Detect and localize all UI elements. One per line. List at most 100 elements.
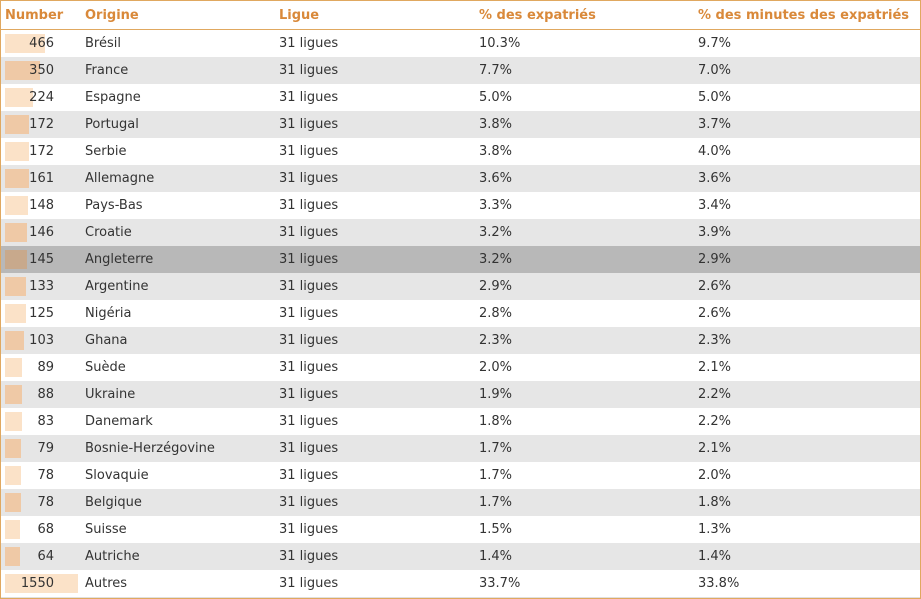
number-value: 89 [37,360,54,375]
pct-expats-cell: 3.6% [479,171,513,186]
origin-cell: Ghana [85,333,128,348]
league-cell: 31 ligues [279,441,339,456]
table-row[interactable]: 145 Angleterre 31 ligues 3.2% 2.9% [1,246,920,273]
number-cell: 224 [1,84,79,111]
pct-expats-cell: 3.3% [479,198,513,213]
header-pct-minutes[interactable]: % des minutes des expatriés [698,7,910,23]
number-value: 224 [29,90,54,105]
table-row[interactable]: 133 Argentine 31 ligues 2.9% 2.6% [1,273,920,300]
origin-cell: Serbie [85,144,127,159]
pct-minutes-cell: 2.1% [698,360,732,375]
pct-minutes-cell: 3.7% [698,117,732,132]
header-league[interactable]: Ligue [279,7,320,23]
number-value: 133 [29,279,54,294]
number-value: 68 [37,522,54,537]
number-value: 125 [29,306,54,321]
table-row[interactable]: 89 Suède 31 ligues 2.0% 2.1% [1,354,920,381]
number-bar [5,520,20,539]
number-bar [5,61,40,80]
pct-minutes-cell: 7.0% [698,63,732,78]
table-row[interactable]: 78 Slovaquie 31 ligues 1.7% 2.0% [1,462,920,489]
number-value: 1550 [20,576,54,591]
origin-cell: France [85,63,129,78]
number-value: 146 [29,225,54,240]
number-cell: 148 [1,192,79,219]
number-cell: 68 [1,516,79,543]
number-cell: 1550 [1,570,79,597]
origin-cell: Angleterre [85,252,154,267]
table-row[interactable]: 146 Croatie 31 ligues 3.2% 3.9% [1,219,920,246]
table-row[interactable]: 83 Danemark 31 ligues 1.8% 2.2% [1,408,920,435]
pct-minutes-cell: 2.1% [698,441,732,456]
origin-cell: Slovaquie [85,468,149,483]
table-row[interactable]: 103 Ghana 31 ligues 2.3% 2.3% [1,327,920,354]
number-cell: 89 [1,354,79,381]
table-row[interactable]: 148 Pays-Bas 31 ligues 3.3% 3.4% [1,192,920,219]
origin-cell: Suisse [85,522,127,537]
number-value: 145 [29,252,54,267]
pct-expats-cell: 1.8% [479,414,513,429]
table-row[interactable]: 78 Belgique 31 ligues 1.7% 1.8% [1,489,920,516]
number-value: 88 [37,387,54,402]
number-value: 350 [29,63,54,78]
table-row[interactable]: 224 Espagne 31 ligues 5.0% 5.0% [1,84,920,111]
pct-expats-cell: 3.2% [479,252,513,267]
table-row[interactable]: 88 Ukraine 31 ligues 1.9% 2.2% [1,381,920,408]
header-number[interactable]: Number [5,7,64,23]
table-body: 466 Brésil 31 ligues 10.3% 9.7% 350 France 31 l… [1,30,920,598]
origin-cell: Portugal [85,117,139,132]
league-cell: 31 ligues [279,171,339,186]
pct-expats-cell: 1.4% [479,549,513,564]
origin-cell: Suède [85,360,126,375]
league-cell: 31 ligues [279,36,339,51]
origin-cell: Danemark [85,414,153,429]
table-header: Number Origine Ligue % des expatriés % d… [1,1,920,30]
number-bar [5,277,26,296]
pct-minutes-cell: 1.4% [698,549,732,564]
league-cell: 31 ligues [279,225,339,240]
number-value: 64 [37,549,54,564]
origin-cell: Autres [85,576,128,591]
number-bar [5,439,21,458]
number-bar [5,169,29,188]
league-cell: 31 ligues [279,576,339,591]
pct-minutes-cell: 3.4% [698,198,732,213]
number-bar [5,466,21,485]
league-cell: 31 ligues [279,252,339,267]
number-cell: 146 [1,219,79,246]
pct-minutes-cell: 3.6% [698,171,732,186]
number-cell: 103 [1,327,79,354]
number-value: 172 [29,117,54,132]
number-cell: 350 [1,57,79,84]
league-cell: 31 ligues [279,387,339,402]
league-cell: 31 ligues [279,414,339,429]
number-bar [5,331,24,350]
origin-cell: Pays-Bas [85,198,143,213]
table-row[interactable]: 350 France 31 ligues 7.7% 7.0% [1,57,920,84]
number-cell: 172 [1,138,79,165]
number-value: 161 [29,171,54,186]
table-row[interactable]: 172 Portugal 31 ligues 3.8% 3.7% [1,111,920,138]
pct-minutes-cell: 4.0% [698,144,732,159]
table-row[interactable]: 161 Allemagne 31 ligues 3.6% 3.6% [1,165,920,192]
table-row[interactable]: 79 Bosnie-Herzégovine 31 ligues 1.7% 2.1% [1,435,920,462]
pct-expats-cell: 2.8% [479,306,513,321]
table-row[interactable]: 172 Serbie 31 ligues 3.8% 4.0% [1,138,920,165]
table-row[interactable]: 64 Autriche 31 ligues 1.4% 1.4% [1,543,920,570]
table-row[interactable]: 466 Brésil 31 ligues 10.3% 9.7% [1,30,920,57]
table-row[interactable]: 1550 Autres 31 ligues 33.7% 33.8% [1,570,920,598]
league-cell: 31 ligues [279,90,339,105]
header-pct-expats[interactable]: % des expatriés [479,7,596,23]
table-row[interactable]: 125 Nigéria 31 ligues 2.8% 2.6% [1,300,920,327]
pct-expats-cell: 33.7% [479,576,521,591]
header-origin[interactable]: Origine [85,7,139,23]
pct-expats-cell: 1.7% [479,441,513,456]
table-row[interactable]: 68 Suisse 31 ligues 1.5% 1.3% [1,516,920,543]
number-bar [5,250,27,269]
origin-cell: Autriche [85,549,140,564]
pct-expats-cell: 1.5% [479,522,513,537]
number-cell: 161 [1,165,79,192]
origin-cell: Belgique [85,495,142,510]
pct-minutes-cell: 2.3% [698,333,732,348]
pct-expats-cell: 10.3% [479,36,521,51]
